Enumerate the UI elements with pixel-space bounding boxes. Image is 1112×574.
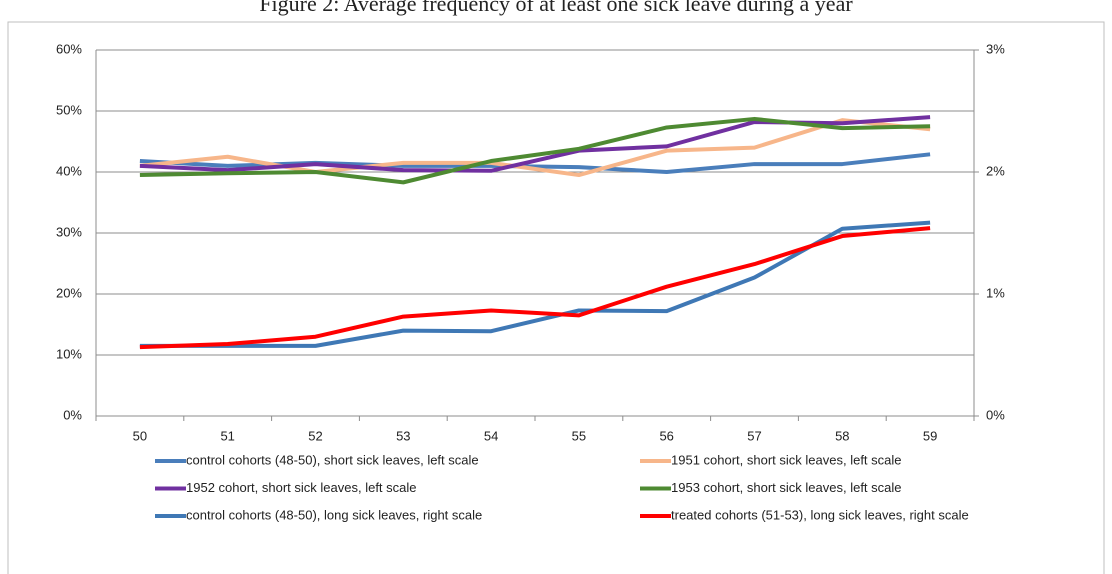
- x-tick-label: 51: [220, 428, 234, 443]
- series-line: [139, 220, 931, 348]
- series-line: [139, 226, 931, 350]
- x-tick-label: 58: [835, 428, 849, 443]
- y2-tick-label: 3%: [986, 41, 1005, 56]
- x-tick-label: 59: [923, 428, 937, 443]
- y-tick-label: 20%: [56, 285, 82, 300]
- chart-frame: [7, 21, 1105, 574]
- y-tick-label: 30%: [56, 224, 82, 239]
- legend-label: control cohorts (48-50), short sick leav…: [186, 452, 479, 467]
- legend-label: 1952 cohort, short sick leaves, left sca…: [186, 480, 417, 495]
- chart-title: Figure 2: Average frequency of at least …: [259, 0, 853, 16]
- y-tick-label: 50%: [56, 102, 82, 117]
- y-tick-label: 60%: [56, 41, 82, 56]
- y-tick-label: 40%: [56, 163, 82, 178]
- legend-label: 1951 cohort, short sick leaves, left sca…: [671, 452, 902, 467]
- x-tick-label: 56: [659, 428, 673, 443]
- y-tick-label: 0%: [63, 407, 82, 422]
- x-tick-label: 57: [747, 428, 761, 443]
- x-tick-label: 55: [572, 428, 586, 443]
- y2-tick-label: 1%: [986, 285, 1005, 300]
- x-tick-label: 52: [308, 428, 322, 443]
- y-tick-label: 10%: [56, 346, 82, 361]
- x-tick-label: 53: [396, 428, 410, 443]
- series-line: [139, 116, 931, 185]
- y2-tick-label: 2%: [986, 163, 1005, 178]
- legend-label: control cohorts (48-50), long sick leave…: [186, 507, 482, 522]
- x-tick-label: 54: [484, 428, 498, 443]
- legend-label: treated cohorts (51-53), long sick leave…: [671, 507, 969, 522]
- x-tick-label: 50: [133, 428, 147, 443]
- legend-label: 1953 cohort, short sick leaves, left sca…: [671, 480, 902, 495]
- y2-tick-label: 0%: [986, 407, 1005, 422]
- series-line: [139, 118, 931, 178]
